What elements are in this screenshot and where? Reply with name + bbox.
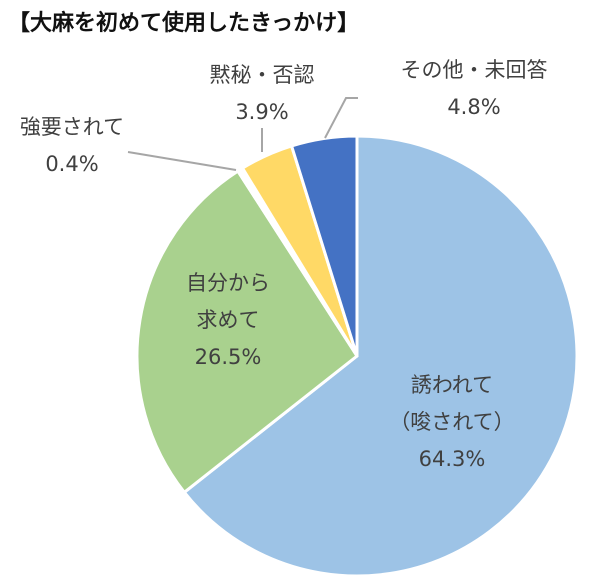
pie-slice-0	[182, 134, 579, 578]
slice-value-3: 3.9%	[235, 100, 288, 124]
slice-value-0: 64.3%	[419, 447, 486, 471]
slice-label-0-line-0: 誘われて	[411, 373, 493, 397]
leader-line-2	[127, 151, 237, 171]
pie-slice-4	[290, 134, 359, 358]
slice-value-1: 26.5%	[195, 345, 262, 369]
slice-label-3-line-0: 黙秘・否認	[210, 63, 315, 87]
slice-label-2-line-0: 強要されて	[20, 115, 124, 139]
slice-value-4: 4.8%	[447, 95, 500, 119]
slice-label-4-line-0: その他・未回答	[401, 58, 548, 82]
pie-slices	[135, 134, 579, 578]
chart-title: 【大麻を初めて使用したきっかけ】	[8, 10, 359, 36]
slice-value-2: 0.4%	[45, 152, 98, 176]
leader-line-4	[324, 97, 358, 139]
slice-label-0-line-1: （唆されて）	[389, 410, 514, 434]
slice-label-1-line-0: 自分から	[186, 271, 270, 295]
leader-lines	[127, 97, 358, 171]
slice-label-1-line-1: 求めて	[197, 308, 260, 332]
pie-slice-1	[135, 169, 359, 494]
